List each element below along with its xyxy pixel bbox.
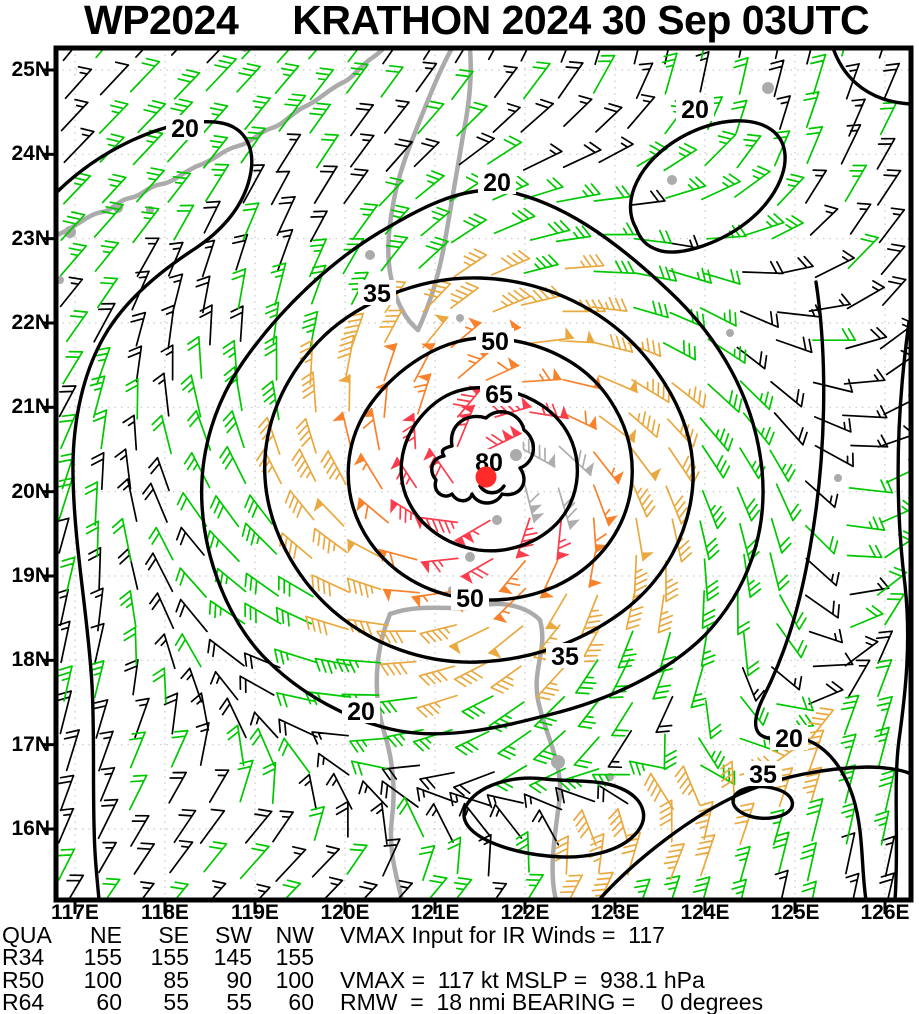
quadrant-value: 155 [83,944,122,971]
lat-label: 16N [11,816,50,840]
contour-label: 35 [551,643,579,671]
quadrant-value: 155 [150,944,189,971]
quadrant-value: 100 [275,966,314,993]
lon-label: 124E [680,901,730,924]
stats-row-R50: R50 100 85 90 100 VMAX = 117 kt MSLP = 938.1 … [2,966,919,993]
lon-label: 121E [410,901,460,924]
contour-label: 50 [456,585,484,613]
quadrant-value: 145 [213,944,252,971]
lon-label: 123E [590,901,640,924]
row-right-text: VMAX Input for IR Winds = 117 [340,922,665,948]
row-label: R64 [2,989,45,1014]
lat-label: 21N [11,395,50,419]
row-label: R50 [2,966,45,993]
contour-label: 20 [775,725,803,753]
row-right-text: VMAX = 117 kt MSLP = 938.1 hPa [340,966,705,993]
quadrant-value: SW [214,922,252,948]
quadrant-value: 90 [226,966,252,993]
lon-label: 119E [231,901,279,924]
lat-label: 18N [11,648,50,672]
quadrant-value: 155 [275,944,314,971]
lon-label: 117E [51,901,99,924]
storm-id: WP2024 [84,0,239,43]
lat-label: 20N [11,479,50,503]
quadrant-value: 55 [226,989,252,1014]
quadrant-value: 60 [288,989,314,1014]
quadrant-value: NW [275,922,314,948]
contour-label: 20 [681,96,709,124]
lat-label: 19N [11,563,50,587]
lat-label: 17N [11,732,50,756]
storm-stats-block: QUA NE SE SW NW VMAX Input for IR Winds = 117… [2,922,919,1014]
degree-grid [58,50,909,898]
contour-label: 35 [749,761,777,789]
contour-lines [58,50,909,898]
plot-border [53,45,914,903]
contour-label: 35 [363,280,391,308]
contour-label: 65 [485,381,513,409]
frame [42,45,914,914]
lon-label: 118E [141,901,189,924]
row-label: R34 [2,944,45,971]
lat-label: 23N [11,226,50,250]
storm-headline: KRATHON 2024 30 Sep 03UTC [292,0,870,43]
contour-label: 20 [483,169,511,197]
chart-title: WP2024 KRATHON 2024 30 Sep 03UTC [0,0,919,43]
quadrant-value: 85 [163,966,189,993]
quadrant-value: 60 [96,989,122,1014]
lon-label: 125E [770,901,820,924]
contour-label: 50 [481,328,509,356]
quadrant-value: 100 [83,966,122,993]
contour-label: 20 [171,115,199,143]
lat-label: 22N [11,310,50,334]
quadrant-value: SE [158,922,189,948]
quadrant-value: NE [90,922,122,948]
stats-header-row: QUA NE SE SW NW VMAX Input for IR Winds = 117 [2,922,919,948]
row-label: QUA [2,922,52,948]
row-right-text: RMW = 18 nmi BEARING = 0 degrees [340,989,764,1014]
storm-center-dot [475,466,497,488]
lon-label: 122E [500,901,550,924]
quadrant-value: 55 [163,989,189,1014]
stats-row-R34: R34 155 155 145 155 [2,944,919,971]
contour-label: 20 [347,698,375,726]
lon-label: 120E [320,901,370,924]
lat-label: 24N [11,142,50,166]
lon-label: 126E [860,901,910,924]
lat-label: 25N [11,58,50,81]
stats-row-R64: R64 60 55 55 60 RMW = 18 nmi BEARING = 0 degr… [2,989,919,1014]
